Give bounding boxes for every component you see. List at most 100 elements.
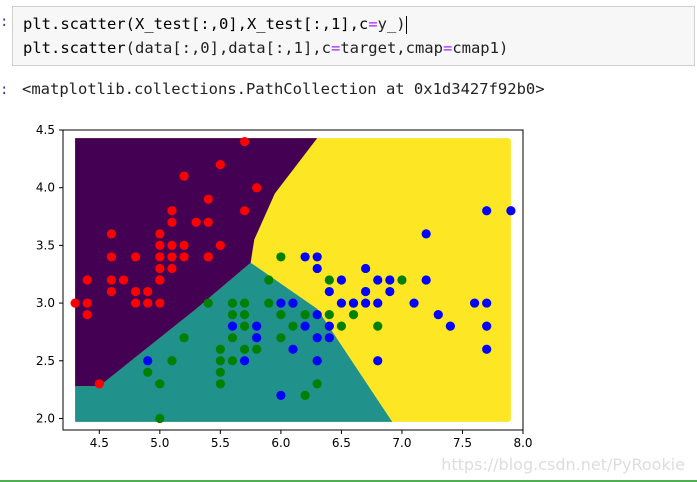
scatter-point <box>227 310 238 320</box>
code-token-tail: target,cmap <box>340 39 443 57</box>
scatter-point <box>131 286 141 297</box>
scatter-point <box>167 217 177 227</box>
scatter-point <box>324 321 334 331</box>
scatter-point <box>179 333 189 343</box>
scatter-point <box>373 356 383 366</box>
x-tick-label: 5.5 <box>211 436 230 450</box>
scatter-point <box>167 240 177 250</box>
scatter-point <box>300 252 310 262</box>
scatter-point <box>252 344 262 354</box>
scatter-point <box>106 275 117 285</box>
scatter-point <box>215 367 225 377</box>
scatter-point <box>336 321 347 331</box>
scatter-point <box>348 310 359 320</box>
x-tick-label: 6.5 <box>332 436 351 450</box>
scatter-point <box>397 275 407 285</box>
scatter-point <box>155 263 165 274</box>
code-token-eq: = <box>330 39 341 57</box>
x-tick-label: 7.5 <box>453 436 472 450</box>
scatter-point <box>312 252 322 262</box>
scatter-point <box>155 298 165 308</box>
scatter-point <box>288 321 298 331</box>
scatter-point <box>82 310 92 320</box>
scatter-point <box>227 321 238 331</box>
scatter-point <box>348 298 359 308</box>
region-purple <box>75 138 318 387</box>
scatter-point <box>276 333 286 343</box>
scatter-point <box>506 206 516 216</box>
scatter-point <box>215 379 225 389</box>
code-token-eq: = <box>442 39 453 57</box>
scatter-point <box>312 333 322 343</box>
scatter-point <box>361 286 371 297</box>
scatter-point <box>300 321 310 331</box>
code-token-tail: cmap1) <box>452 39 509 57</box>
scatter-point <box>264 298 274 308</box>
scatter-point <box>215 344 225 354</box>
y-tick-label: 2.5 <box>36 354 55 368</box>
axes-frame <box>62 129 524 431</box>
y-tick-label: 3.0 <box>36 296 55 310</box>
scatter-point <box>385 275 395 285</box>
scatter-point <box>131 252 141 262</box>
scatter-point <box>300 390 310 400</box>
scatter-point <box>421 229 431 239</box>
scatter-point <box>167 252 177 262</box>
text-cursor <box>405 15 407 34</box>
y-tick-label: 3.5 <box>36 238 55 252</box>
code-line-1[interactable]: plt.scatter(X_test[:,0],X_test[:,1],c=y_… <box>23 15 407 34</box>
scatter-point <box>276 390 286 400</box>
scatter-point <box>239 206 250 216</box>
y-tick-label: 4.0 <box>36 181 55 195</box>
scatter-point <box>167 263 177 274</box>
scatter-point <box>239 136 250 147</box>
scatter-point <box>312 310 322 320</box>
scatter-point <box>239 298 250 308</box>
scatter-point <box>227 356 238 366</box>
scatter-point <box>239 356 250 366</box>
scatter-point <box>312 263 322 274</box>
y-tick-label: 2.0 <box>36 411 55 425</box>
scatter-point <box>203 252 213 262</box>
plot-output: 4.5 5.0 5.5 6.0 6.5 7.0 7.5 8.0 2.0 2.5 3.0 3.5 4.0 4… <box>0 110 560 464</box>
scatter-point <box>82 275 92 285</box>
scatter-point <box>155 229 165 239</box>
scatter-point <box>482 344 492 354</box>
scatter-point <box>167 206 177 216</box>
scatter-point <box>312 356 322 366</box>
scatter-point <box>324 310 334 320</box>
scatter-point <box>324 286 334 297</box>
scatter-point <box>361 298 371 308</box>
code-token-args: (data[:,0],data[:,1],c <box>125 39 331 57</box>
scatter-point <box>276 298 286 308</box>
scatter-point <box>252 321 262 331</box>
scatter-point <box>336 298 347 308</box>
scatter-point <box>106 229 117 239</box>
scatter-point <box>179 240 189 250</box>
scatter-point <box>155 240 165 250</box>
scatter-point <box>167 356 177 366</box>
code-token-args: (X_test[:,0],X_test[:,1],c <box>125 15 369 33</box>
scatter-point <box>312 379 322 389</box>
scatter-point <box>203 217 213 227</box>
scatter-point <box>288 298 298 308</box>
scatter-point <box>482 298 492 308</box>
scatter-point <box>179 171 189 181</box>
scatter-point <box>276 310 286 320</box>
scatter-point <box>131 298 141 308</box>
scatter-point <box>252 183 262 193</box>
code-token-fn: plt.scatter <box>23 15 126 33</box>
scatter-point <box>94 379 104 389</box>
code-token-eq: = <box>368 15 378 33</box>
scatter-point <box>215 240 225 250</box>
code-cell[interactable]: plt.scatter(X_test[:,0],X_test[:,1],c=y_… <box>12 6 695 66</box>
input-prompt-marker: : <box>0 14 9 30</box>
x-tick-label: 4.5 <box>90 436 109 450</box>
scatter-point <box>361 263 371 274</box>
scatter-point <box>239 310 250 320</box>
code-token-fn: plt.scatter <box>23 39 126 57</box>
scatter-point <box>336 275 347 285</box>
scatter-point <box>70 298 80 308</box>
scatter-point <box>191 217 201 227</box>
code-line-2[interactable]: plt.scatter(data[:,0],data[:,1],c=target… <box>23 39 508 57</box>
